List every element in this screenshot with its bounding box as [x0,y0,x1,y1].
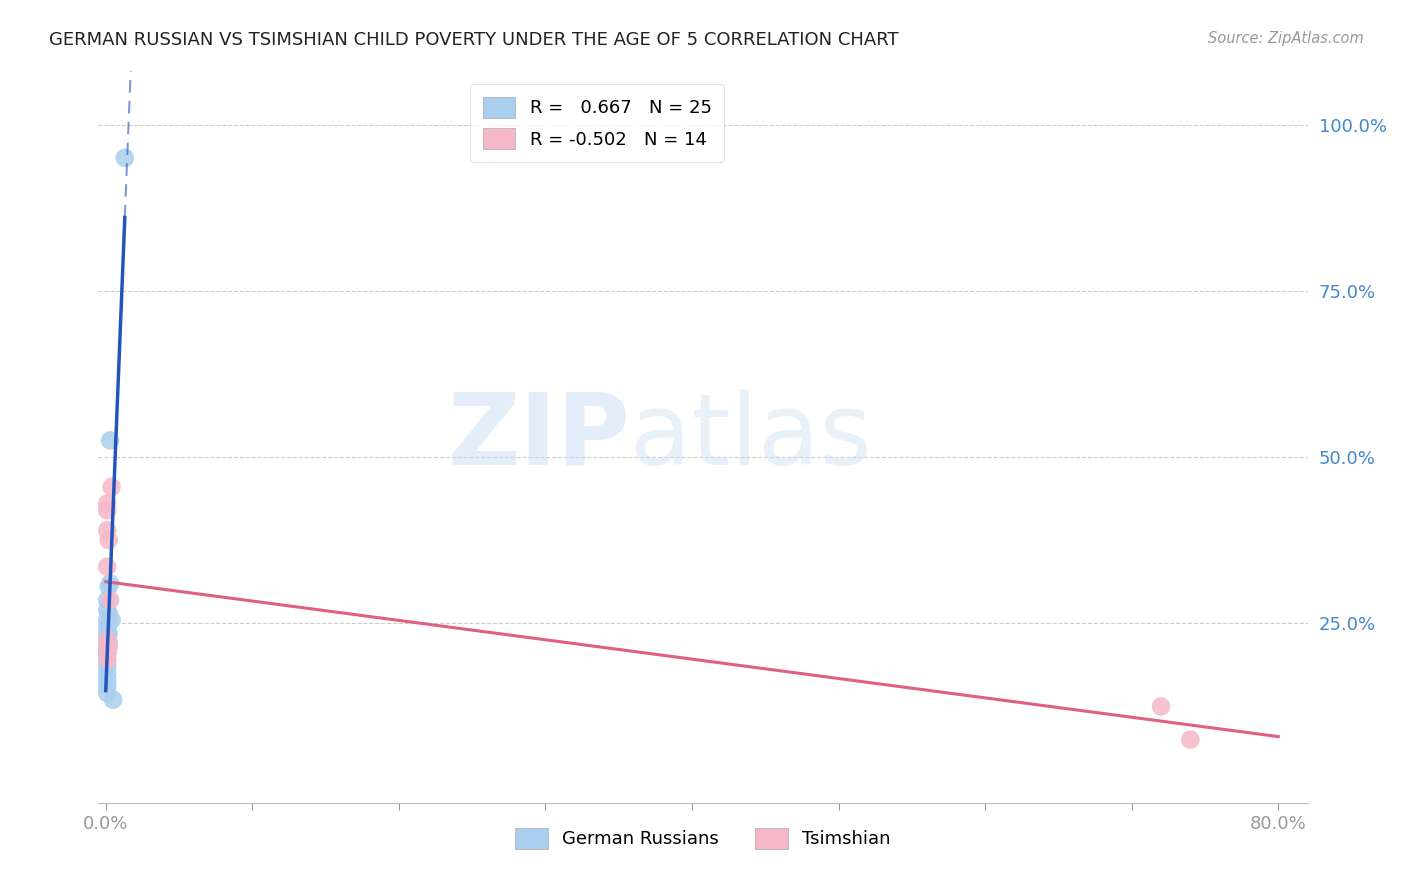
Point [96,646,118,660]
Point [96,653,118,667]
Point [96,497,118,511]
Point [98,434,121,448]
Text: Source: ZipAtlas.com: Source: ZipAtlas.com [1208,31,1364,46]
Point [96,603,118,617]
Point [96,619,118,633]
Point [100,480,122,494]
Point [97,607,120,621]
Point [96,640,118,654]
Point [97,626,120,640]
Point [114,151,136,165]
Text: atlas: atlas [630,389,872,485]
Point [1150,699,1173,714]
Point [96,503,118,517]
Text: ZIP: ZIP [447,389,630,485]
Point [96,632,118,647]
Point [96,646,118,660]
Point [1180,732,1202,747]
Point [98,576,121,591]
Point [96,559,118,574]
Point [97,580,120,594]
Point [96,673,118,687]
Point [100,613,122,627]
Point [97,640,120,654]
Point [96,659,118,673]
Point [96,646,118,660]
Point [96,523,118,537]
Point [96,666,118,681]
Point [96,686,118,700]
Point [96,626,118,640]
Point [96,632,118,647]
Point [101,692,124,706]
Point [96,593,118,607]
Point [96,653,118,667]
Point [97,533,120,548]
Point [96,613,118,627]
Point [96,680,118,694]
Point [96,640,118,654]
Point [98,593,121,607]
Legend: German Russians, Tsimshian: German Russians, Tsimshian [508,821,898,856]
Point [96,646,118,660]
Point [97,636,120,650]
Text: GERMAN RUSSIAN VS TSIMSHIAN CHILD POVERTY UNDER THE AGE OF 5 CORRELATION CHART: GERMAN RUSSIAN VS TSIMSHIAN CHILD POVERT… [49,31,898,49]
